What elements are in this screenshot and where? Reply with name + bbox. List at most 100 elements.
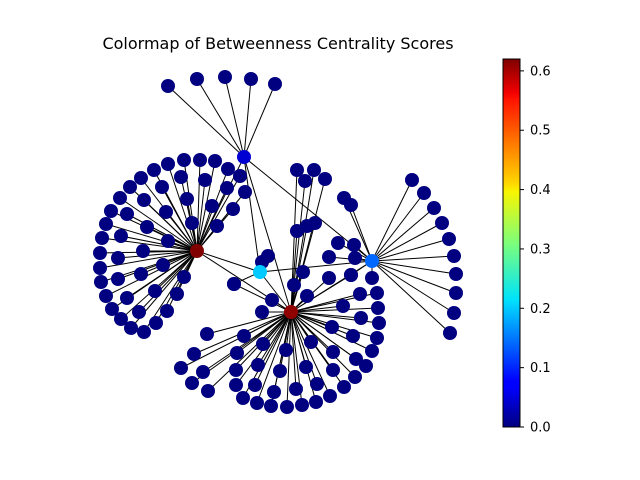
leaf-node (248, 378, 262, 392)
leaf-node (372, 316, 386, 330)
leaf-node (449, 286, 463, 300)
leaf-node (94, 275, 108, 289)
leaf-node (290, 163, 304, 177)
edge-hub-b-leaf (233, 283, 292, 313)
edge-hub-b-leaf (286, 311, 292, 408)
leaf-node (344, 198, 358, 212)
leaf-node (201, 384, 215, 398)
leaf-node (323, 389, 337, 403)
leaf-node (208, 154, 222, 168)
leaf-node (298, 174, 312, 188)
colorbar-tick-label: 0.2 (530, 302, 551, 317)
leaf-node (148, 284, 162, 298)
leaf-node (161, 157, 175, 171)
leaf-node (346, 329, 360, 343)
leaf-node (95, 231, 109, 245)
leaf-node (447, 306, 461, 320)
leaf-node (221, 162, 235, 176)
colorbar: 0.0 0.1 0.2 0.3 0.4 0.5 0.6 (502, 58, 551, 436)
leaf-node (229, 363, 243, 377)
leaf-node (105, 302, 119, 316)
edge-hub-b-leaf (290, 311, 307, 368)
leaf-node (161, 234, 175, 248)
leaf-node (233, 169, 247, 183)
leaf-node (147, 163, 161, 177)
edge-hub-d-leaf (371, 238, 450, 262)
edge-hub-b-leaf (290, 311, 297, 390)
leaf-node (417, 186, 431, 200)
leaf-node (405, 173, 419, 187)
leaf-node (185, 376, 199, 390)
hub-node-hub-c (253, 265, 267, 279)
leaf-node (160, 304, 174, 318)
edge-hub-d-leaf (371, 260, 457, 294)
leaf-node (99, 217, 113, 231)
leaf-node (348, 251, 362, 265)
leaf-node (353, 287, 367, 301)
leaf-node (326, 345, 340, 359)
leaf-node (336, 299, 350, 313)
hub-node-hub-a (190, 244, 204, 258)
leaf-node (256, 337, 270, 351)
edge-hub-b-leaf (256, 311, 292, 404)
leaf-node (185, 216, 199, 230)
leaf-node (161, 79, 175, 93)
leaf-node (344, 268, 358, 282)
hub-node-hub-e (237, 150, 251, 164)
edge-hub-d-leaf (350, 204, 373, 262)
leaf-node (427, 201, 441, 215)
leaf-node (273, 364, 287, 378)
edge-hub-a-leaf (167, 163, 198, 252)
leaf-node (309, 395, 323, 409)
edge-hub-a-leaf (120, 235, 198, 252)
hub-node-hub-d (365, 254, 379, 268)
leaf-node (140, 220, 154, 234)
leaf-node (174, 361, 188, 375)
leaf-node (137, 193, 151, 207)
leaf-node (124, 321, 138, 335)
leaf-node (307, 163, 321, 177)
leaf-node (236, 391, 250, 405)
edge-hub-b-hub-e (243, 156, 292, 313)
leaf-node (296, 265, 310, 279)
edge-hub-a-leaf (138, 250, 198, 313)
edge-hub-d-leaf (371, 260, 451, 334)
leaf-node (326, 363, 340, 377)
leaf-node (435, 216, 449, 230)
leaf-node (99, 289, 113, 303)
leaf-node (205, 199, 219, 213)
edge-hub-a-leaf (143, 199, 198, 252)
leaf-node (244, 72, 258, 86)
leaf-node (289, 382, 303, 396)
leaf-node (354, 311, 368, 325)
edge-hub-b-leaf (279, 311, 292, 372)
leaf-node (365, 344, 379, 358)
leaf-node (349, 352, 363, 366)
edge-hub-b-leaf (290, 307, 379, 313)
edge-hub-b-leaf (290, 311, 354, 337)
leaf-node (218, 70, 232, 84)
leaf-node (210, 219, 224, 233)
leaf-node (238, 185, 252, 199)
leaf-node (250, 396, 264, 410)
edge-hub-a-leaf (99, 250, 198, 269)
leaf-node (132, 305, 146, 319)
colorbar-gradient (502, 58, 521, 428)
colorbar-tick-label: 0.4 (530, 183, 551, 198)
edge-hub-d-leaf (371, 255, 455, 262)
leaf-node (331, 236, 345, 250)
leaf-node (180, 192, 194, 206)
colorbar-tick-label: 0.1 (530, 361, 551, 376)
edge-hub-b-leaf (290, 293, 361, 313)
leaf-node (251, 358, 265, 372)
edge-hub-e-leaf (243, 78, 252, 158)
edge-hub-d-leaf (371, 179, 413, 262)
leaf-node (198, 173, 212, 187)
leaf-node (322, 250, 336, 264)
leaf-node (322, 271, 336, 285)
leaf-node (300, 289, 314, 303)
leaf-node (449, 267, 463, 281)
leaf-node (229, 378, 243, 392)
edge-hub-b-leaf (290, 305, 344, 313)
